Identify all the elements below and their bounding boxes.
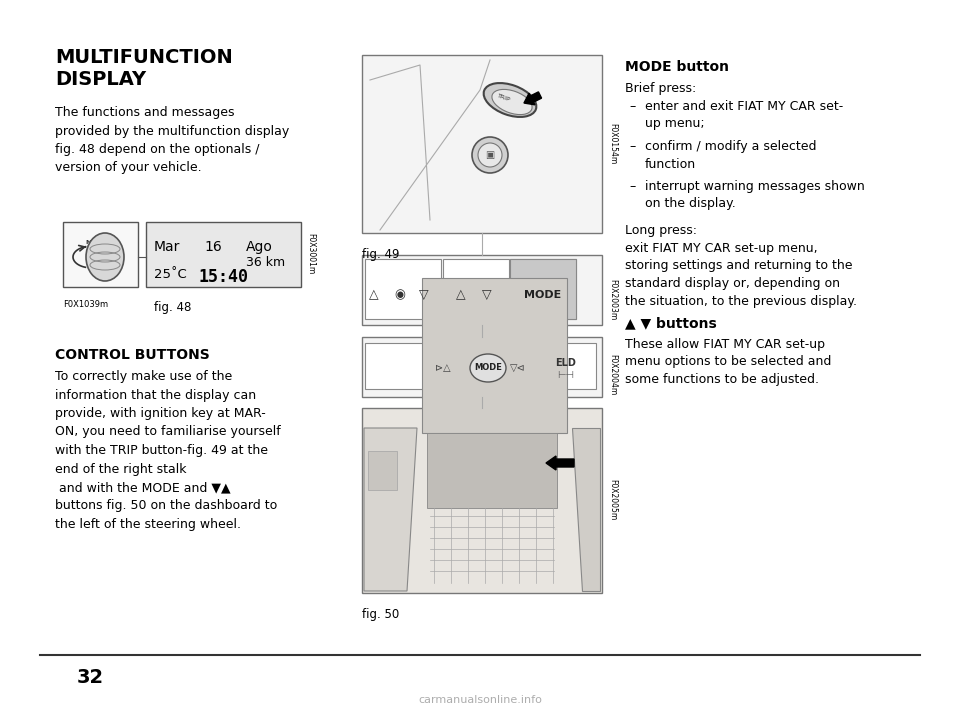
Polygon shape xyxy=(572,428,600,591)
FancyBboxPatch shape xyxy=(537,343,596,389)
Text: ▣: ▣ xyxy=(486,150,494,160)
Text: ◉: ◉ xyxy=(395,289,405,301)
Text: TRIP: TRIP xyxy=(496,94,512,103)
Circle shape xyxy=(478,143,502,167)
Ellipse shape xyxy=(470,354,506,382)
Text: exit FIAT MY CAR set-up menu,
storing settings and returning to the
standard dis: exit FIAT MY CAR set-up menu, storing se… xyxy=(625,242,857,308)
Text: MODE: MODE xyxy=(474,364,502,372)
Text: MULTIFUNCTION: MULTIFUNCTION xyxy=(55,48,232,67)
Text: Ago: Ago xyxy=(246,240,273,254)
Text: fig. 50: fig. 50 xyxy=(362,608,399,621)
FancyBboxPatch shape xyxy=(443,259,509,319)
Circle shape xyxy=(472,137,508,173)
Text: –: – xyxy=(629,140,636,153)
FancyBboxPatch shape xyxy=(429,442,463,464)
FancyBboxPatch shape xyxy=(368,451,397,490)
Text: –: – xyxy=(629,180,636,193)
Text: To correctly make use of the
information that the display can
provide, with igni: To correctly make use of the information… xyxy=(55,370,280,531)
Text: carmanualsonline.info: carmanualsonline.info xyxy=(418,695,542,705)
FancyBboxPatch shape xyxy=(362,255,602,325)
Ellipse shape xyxy=(86,233,124,281)
Text: fig. 48: fig. 48 xyxy=(154,301,191,314)
Text: fig. 49: fig. 49 xyxy=(362,248,399,261)
FancyBboxPatch shape xyxy=(362,337,602,397)
Text: 32: 32 xyxy=(77,668,104,687)
Text: Long press:: Long press: xyxy=(625,224,697,237)
Text: F0X3001m: F0X3001m xyxy=(306,233,315,274)
Text: The functions and messages
provided by the multifunction display
fig. 48 depend : The functions and messages provided by t… xyxy=(55,106,289,174)
FancyBboxPatch shape xyxy=(422,278,567,433)
FancyBboxPatch shape xyxy=(362,408,602,593)
Text: ⊢⊣: ⊢⊣ xyxy=(558,370,574,380)
FancyBboxPatch shape xyxy=(467,442,501,464)
Text: △: △ xyxy=(370,289,379,301)
Text: ▽: ▽ xyxy=(482,289,492,301)
FancyArrow shape xyxy=(524,92,541,105)
Text: CONTROL BUTTONS: CONTROL BUTTONS xyxy=(55,348,209,362)
FancyBboxPatch shape xyxy=(510,259,576,319)
FancyBboxPatch shape xyxy=(365,259,441,319)
FancyArrow shape xyxy=(546,456,574,470)
Text: ELD: ELD xyxy=(556,358,576,368)
Text: F0X0154m: F0X0154m xyxy=(608,123,617,164)
Text: Mar: Mar xyxy=(154,240,180,254)
FancyBboxPatch shape xyxy=(505,442,539,464)
Text: 25˚C: 25˚C xyxy=(154,268,187,281)
Text: 36 km: 36 km xyxy=(246,256,285,269)
FancyBboxPatch shape xyxy=(362,55,602,233)
Text: ▽⊲: ▽⊲ xyxy=(510,363,526,373)
Text: MODE button: MODE button xyxy=(625,60,729,74)
Text: F0X1039m: F0X1039m xyxy=(63,300,108,309)
Text: F0X2003m: F0X2003m xyxy=(608,279,617,320)
Text: confirm / modify a selected
function: confirm / modify a selected function xyxy=(645,140,817,170)
Text: DISPLAY: DISPLAY xyxy=(55,70,146,89)
Text: F0X2004m: F0X2004m xyxy=(608,354,617,396)
Text: ⊳△: ⊳△ xyxy=(435,363,450,373)
Ellipse shape xyxy=(484,83,537,117)
Ellipse shape xyxy=(492,89,532,115)
Text: F0X2005m: F0X2005m xyxy=(608,479,617,520)
Text: 16: 16 xyxy=(204,240,222,254)
FancyBboxPatch shape xyxy=(146,222,301,287)
Text: MODE: MODE xyxy=(524,290,562,300)
Text: MAR: MAR xyxy=(84,240,101,245)
Text: △: △ xyxy=(456,289,466,301)
FancyBboxPatch shape xyxy=(365,343,424,389)
FancyBboxPatch shape xyxy=(426,343,535,389)
Polygon shape xyxy=(364,428,417,591)
FancyBboxPatch shape xyxy=(427,433,557,508)
Text: Brief press:: Brief press: xyxy=(625,82,696,95)
Text: 15:40: 15:40 xyxy=(198,268,248,286)
FancyBboxPatch shape xyxy=(63,222,138,287)
FancyBboxPatch shape xyxy=(510,259,576,319)
Text: ▲ ▼ buttons: ▲ ▼ buttons xyxy=(625,316,717,330)
Text: interrupt warning messages shown
on the display.: interrupt warning messages shown on the … xyxy=(645,180,865,211)
Text: ▽: ▽ xyxy=(420,289,429,301)
Text: enter and exit FIAT MY CAR set-
up menu;: enter and exit FIAT MY CAR set- up menu; xyxy=(645,100,843,130)
Text: –: – xyxy=(629,100,636,113)
Text: These allow FIAT MY CAR set-up
menu options to be selected and
some functions to: These allow FIAT MY CAR set-up menu opti… xyxy=(625,338,831,386)
